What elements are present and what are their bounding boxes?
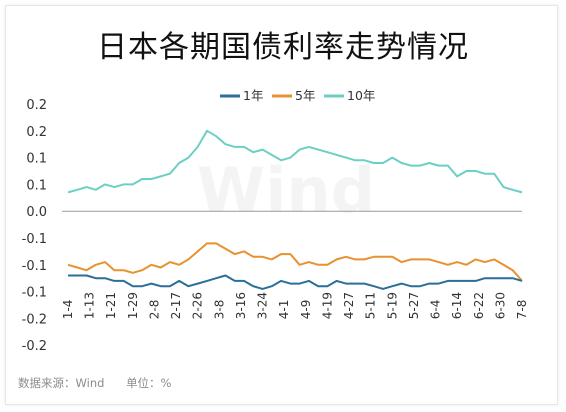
x-tick-label: 4-19 [320, 292, 334, 319]
x-tick-label: 5-11 [364, 292, 378, 319]
x-tick-label: 4-1 [277, 300, 291, 320]
x-tick-label: 6-14 [450, 292, 464, 319]
wind-watermark: Wind [197, 154, 375, 227]
y-tick-label: 0.1 [26, 178, 47, 193]
x-tick-label: 4-27 [342, 292, 356, 319]
x-tick-label: 2-17 [169, 292, 183, 319]
chart-card [5, 5, 558, 405]
legend-label-1年: 1年 [243, 88, 263, 103]
x-tick-label: 3-24 [256, 292, 270, 319]
y-tick-label: -0.2 [22, 339, 47, 354]
x-tick-label: 6-30 [493, 292, 507, 319]
x-tick-label: 6-22 [472, 292, 486, 319]
y-tick-label: -0.2 [22, 312, 47, 327]
series-line-10年 [67, 129, 523, 194]
source-note: 数据来源：Wind 单位：% [18, 375, 190, 391]
x-tick-label: 5-19 [385, 292, 399, 319]
y-tick-label: 0.2 [26, 98, 47, 113]
x-tick-label: 2-26 [191, 292, 205, 319]
x-tick-label: 3-8 [212, 300, 226, 320]
x-tick-label: 3-16 [234, 292, 248, 319]
chart-title: 日本各期国债利率走势情况 [97, 30, 469, 65]
x-tick-label: 7-8 [515, 300, 529, 320]
x-tick-label: 6-4 [429, 300, 443, 320]
y-tick-label: 0.1 [26, 152, 47, 167]
y-tick-label: -0.1 [22, 232, 47, 247]
x-tick-label: 1-21 [104, 292, 118, 319]
legend-label-5年: 5年 [295, 88, 315, 103]
y-tick-label: 0.2 [26, 125, 47, 140]
source-text: 数据来源：Wind [18, 376, 105, 390]
x-tick-label: 4-9 [299, 300, 313, 320]
y-tick-label: -0.1 [22, 259, 47, 274]
y-tick-label: -0.1 [22, 286, 47, 301]
legend-label-10年: 10年 [347, 88, 375, 103]
x-tick-label: 1-29 [126, 292, 140, 319]
series-line-5年 [67, 242, 523, 282]
y-tick-label: 0.0 [26, 205, 47, 220]
series-line-1年 [68, 274, 523, 290]
x-tick-label: 5-27 [407, 292, 421, 319]
x-tick-label: 1-13 [83, 292, 97, 319]
x-tick-label: 1-4 [61, 300, 75, 320]
x-tick-label: 2-8 [147, 300, 161, 320]
unit-text: 单位：% [126, 376, 172, 390]
